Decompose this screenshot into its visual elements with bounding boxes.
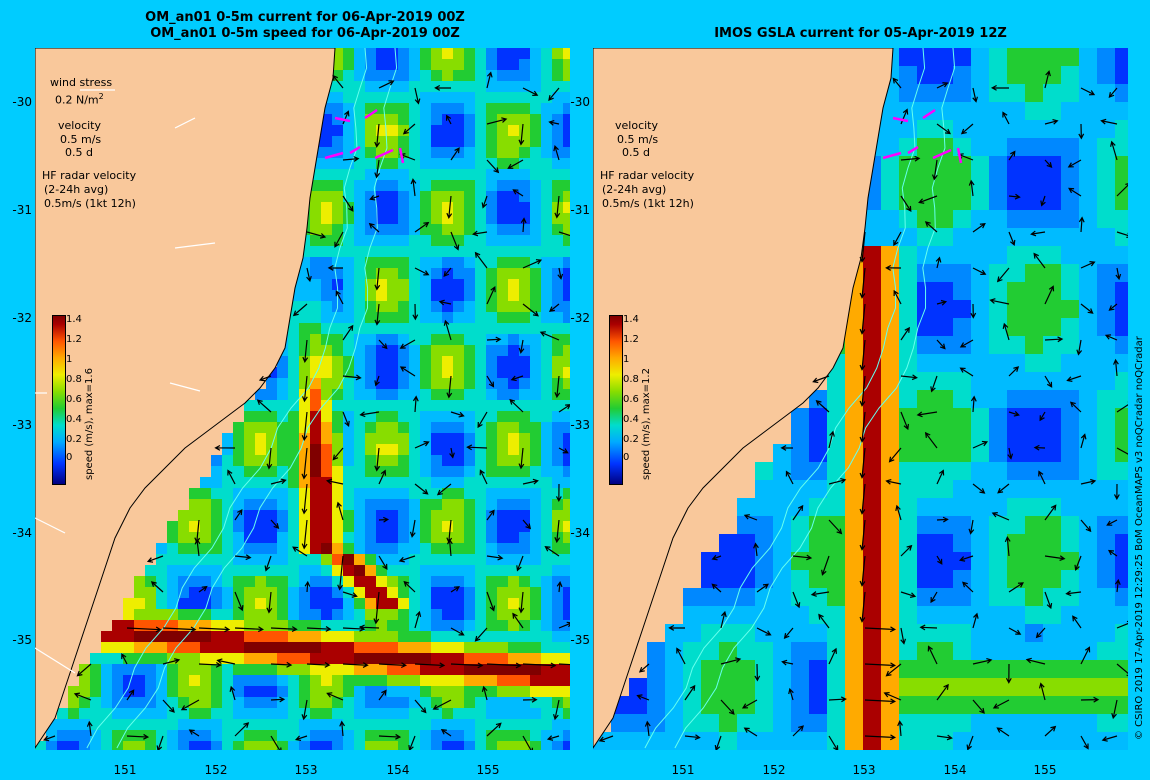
- right-lat-tick: -31: [570, 203, 590, 217]
- right-colorbar-tick: 1.2: [623, 334, 639, 345]
- right-hf-radar-label: HF radar velocity: [600, 169, 695, 182]
- left-lat-tick: -30: [12, 95, 32, 109]
- left-speed-field: [35, 48, 570, 750]
- left-colorbar-tick: 0.2: [66, 434, 82, 445]
- left-current-arrows: [43, 71, 570, 750]
- left-velocity-d: 0.5 d: [65, 146, 93, 159]
- left-coastline: [35, 48, 336, 749]
- left-colorbar-title: speed (m/s), max=1.6: [84, 368, 95, 480]
- right-map-panel[interactable]: [593, 48, 1128, 750]
- right-velocity-d: 0.5 d: [622, 146, 650, 159]
- right-hf-radar-arrows: [882, 108, 963, 164]
- right-lat-tick: -34: [570, 526, 590, 540]
- left-lat-tick: -35: [12, 633, 32, 647]
- left-hf-radar-avg: (2-24h avg): [44, 183, 109, 196]
- left-velocity-ms: 0.5 m/s: [60, 133, 102, 146]
- left-hf-radar-arrows: [324, 108, 405, 164]
- left-wind-stress-value-text: 0.2 N/m: [55, 93, 99, 107]
- left-lon-tick: 154: [386, 763, 410, 777]
- left-lat-tick: -32: [12, 311, 32, 325]
- left-wind-arrows: [35, 89, 216, 674]
- right-colorbar-tick: 0.4: [623, 414, 639, 425]
- left-title-1: OM_an01 0-5m current for 06-Apr-2019 00Z: [145, 10, 465, 25]
- right-colorbar: [609, 315, 623, 485]
- left-lat-tick: -31: [12, 203, 32, 217]
- left-velocity-label: velocity: [58, 119, 101, 132]
- right-colorbar-tick: 1.4: [623, 314, 639, 325]
- left-lat-tick: -34: [12, 526, 32, 540]
- right-coastline: [593, 48, 894, 749]
- left-lat-tick: -33: [12, 418, 32, 432]
- left-colorbar-tick: 0.4: [66, 414, 82, 425]
- right-isobaths: [644, 48, 956, 749]
- right-lon-tick: 152: [762, 763, 786, 777]
- right-lon-tick: 151: [671, 763, 695, 777]
- right-velocity-ms: 0.5 m/s: [617, 133, 659, 146]
- right-hf-radar-avg: (2-24h avg): [602, 183, 667, 196]
- left-colorbar-tick: 0.8: [66, 374, 82, 385]
- left-wind-stress-label: wind stress: [50, 76, 113, 89]
- right-lon-tick: 154: [943, 763, 967, 777]
- right-title: IMOS GSLA current for 05-Apr-2019 12Z: [714, 26, 1007, 41]
- right-map-svg: [593, 48, 1128, 750]
- left-colorbar-tick: 1.4: [66, 314, 82, 325]
- left-colorbar: [52, 315, 66, 485]
- left-colorbar-tick: 0.6: [66, 394, 82, 405]
- right-colorbar-tick: 0.6: [623, 394, 639, 405]
- right-lon-tick: 153: [852, 763, 876, 777]
- left-lon-tick: 152: [204, 763, 228, 777]
- right-lat-tick: -30: [570, 95, 590, 109]
- left-lon-tick: 153: [294, 763, 318, 777]
- right-colorbar-tick: 0.8: [623, 374, 639, 385]
- right-lat-tick: -32: [570, 311, 590, 325]
- right-current-arrows: [598, 70, 1128, 750]
- right-colorbar-tick: 0: [623, 452, 630, 463]
- right-colorbar-tick: 1: [623, 354, 630, 365]
- right-colorbar-tick: 0.2: [623, 434, 639, 445]
- credit-text: © CSIRO 2019 17-Apr-2019 12:29:25 BoM Oc…: [1134, 336, 1145, 740]
- left-hf-radar-scale: 0.5m/s (1kt 12h): [44, 197, 136, 210]
- right-lat-tick: -35: [570, 633, 590, 647]
- left-colorbar-tick: 1.2: [66, 334, 82, 345]
- right-lat-tick: -33: [570, 418, 590, 432]
- right-colorbar-title: speed (m/s), max=1.2: [641, 368, 652, 480]
- right-lon-tick: 155: [1033, 763, 1057, 777]
- left-title-2: OM_an01 0-5m speed for 06-Apr-2019 00Z: [150, 26, 460, 41]
- right-hf-radar-scale: 0.5m/s (1kt 12h): [602, 197, 694, 210]
- left-lon-tick: 155: [476, 763, 500, 777]
- right-velocity-label: velocity: [615, 119, 658, 132]
- left-wind-stress-value: 0.2 N/m2: [55, 90, 104, 107]
- left-lon-tick: 151: [113, 763, 137, 777]
- left-map-svg: [35, 48, 570, 750]
- left-hf-radar-label: HF radar velocity: [42, 169, 137, 182]
- left-map-panel[interactable]: [35, 48, 570, 750]
- left-colorbar-tick: 1: [66, 354, 73, 365]
- left-wind-stress-exponent: 2: [98, 92, 104, 101]
- left-colorbar-tick: 0: [66, 452, 73, 463]
